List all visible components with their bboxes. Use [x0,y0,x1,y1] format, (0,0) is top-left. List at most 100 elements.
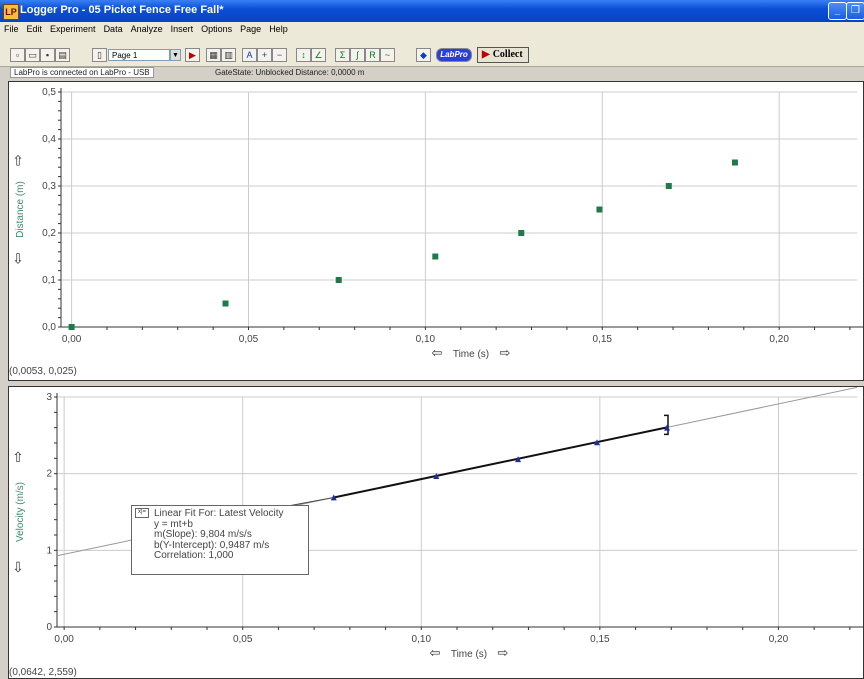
chevron-down-icon[interactable]: ▼ [170,49,181,61]
next-page-icon[interactable]: ▶ [185,48,200,62]
examine-icon[interactable]: ↕ [296,48,311,62]
y-tick-label: 0 [46,622,52,633]
logger-pro-icon[interactable]: LP [3,4,19,20]
fit-title: Linear Fit For: Latest Velocity [154,508,284,519]
x-tick-label: 0,20 [769,334,789,345]
x-tick-label: 0,00 [62,334,82,345]
page-select[interactable]: Page 1 [108,49,170,61]
menu-page[interactable]: Page [240,24,262,34]
gate-status: GateState: Unblocked Distance: 0,0000 m [215,68,365,77]
minimize-button[interactable]: _ [828,2,847,20]
x-tick-label: 0,00 [54,634,74,645]
y-tick-label: 0,2 [42,228,56,239]
y-tick-label: 1 [46,545,52,556]
arrow-down-icon: ⇩ [12,560,24,576]
data-point [731,159,738,166]
y-tick-label: 0,4 [42,134,56,145]
x-axis-label: Time (s) [453,349,489,360]
data-point [664,424,670,431]
autoscale-icon[interactable]: A [242,48,257,62]
meter-icon[interactable]: ▥ [221,48,236,62]
data-point [222,300,229,307]
integral-icon[interactable]: ∫ [350,48,365,62]
close-icon[interactable]: x|= [135,508,149,518]
menu-edit[interactable]: Edit [26,24,43,34]
menu-analyze[interactable]: Analyze [130,24,163,34]
sensor-setup-icon[interactable]: ◆ [416,48,431,62]
menu-help[interactable]: Help [269,24,288,34]
data-point [665,183,672,189]
curve-fit-icon[interactable]: ~ [380,48,395,62]
x-tick-label: 0,15 [593,334,613,345]
x-tick-label: 0,20 [769,634,789,645]
y-axis-label: Velocity (m/s) [15,482,26,542]
connection-status: LabPro is connected on LabPro - USB [10,67,154,78]
zoom-out-icon[interactable]: − [272,48,287,62]
linear-fit-box[interactable]: x|= Linear Fit For: Latest Velocity y = … [131,505,309,575]
x-tick-label: 0,15 [590,634,610,645]
restore-button[interactable]: ❐ [846,2,864,20]
save-icon[interactable]: ▪ [40,48,55,62]
fit-intercept: b(Y-Intercept): 0,9487 m/s [154,539,270,551]
zoom-in-icon[interactable]: + [257,48,272,62]
x-tick-label: 0,05 [239,334,259,345]
tangent-icon[interactable]: ∠ [311,48,326,62]
x-tick-label: 0,10 [412,634,432,645]
coordinate-readout: (0,0053, 0,025) [9,366,77,377]
collect-label: Collect [492,49,523,60]
menu-insert[interactable]: Insert [170,24,194,34]
collect-button[interactable]: ▶ Collect [477,47,529,63]
velocity-graph[interactable]: 0 1 2 3 0,00 0,05 0,10 0,15 0,20 ⇦ Time (s) ⇨ Veloci… [8,386,864,679]
toolbar: ▫ ▭ ▪ ▤ ▯ Page 1 ▼ ▶ ▦ ▥ A + − ↕ ∠ Σ ∫ R… [0,36,864,67]
data-point [432,253,439,260]
page-icon[interactable]: ▯ [92,48,107,62]
new-file-icon[interactable]: ▫ [10,48,25,62]
arrow-right-icon: ⇨ [498,646,509,661]
open-folder-icon[interactable]: ▭ [25,48,40,62]
y-tick-label: 0,3 [42,181,56,192]
fit-correlation: Correlation: 1,000 [154,550,234,561]
status-row: LabPro is connected on LabPro - USB Gate… [0,67,864,78]
y-tick-label: 0,5 [42,87,56,98]
menu-file[interactable]: File [4,24,19,34]
menu-bar: File Edit Experiment Data Analyze Insert Optio… [0,22,864,36]
data-point [68,324,75,330]
distance-chart[interactable]: 0,0 0,1 0,2 0,3 0,4 0,5 0,00 0,05 0,10 0,15 0,20 ⇦ T… [9,82,863,380]
fit-slope: m(Slope): 9,804 m/s/s [154,529,252,540]
arrow-up-icon: ⇧ [12,154,24,170]
fit-bracket-icon [664,414,669,436]
title-bar: LP Logger Pro - 05 Picket Fence Free Fal… [0,0,864,22]
y-tick-label: 3 [46,392,52,403]
labpro-button[interactable]: LabPro [436,48,472,62]
menu-experiment[interactable]: Experiment [50,24,96,34]
y-tick-label: 2 [46,469,52,480]
linear-fit-icon[interactable]: R [365,48,380,62]
data-point [335,277,342,283]
data-point [596,206,603,213]
arrow-right-icon: ⇨ [500,346,511,361]
y-axis-label: Distance (m) [15,181,26,238]
arrow-down-icon: ⇩ [12,252,24,268]
x-tick-label: 0,05 [233,634,253,645]
x-tick-label: 0,10 [416,334,436,345]
data-point [518,230,525,236]
distance-graph[interactable]: 0,0 0,1 0,2 0,3 0,4 0,5 0,00 0,05 0,10 0,15 0,20 ⇦ T… [8,81,864,381]
coordinate-readout: (0,0642, 2,559) [9,667,77,678]
x-axis-label: Time (s) [451,649,487,660]
data-point [433,472,440,479]
menu-data[interactable]: Data [103,24,123,34]
print-icon[interactable]: ▤ [55,48,70,62]
data-point [330,494,337,501]
arrow-left-icon: ⇦ [432,346,443,361]
arrow-up-icon: ⇧ [12,450,24,466]
statistics-icon[interactable]: Σ [335,48,350,62]
window-title: Logger Pro - 05 Picket Fence Free Fall* [20,4,224,16]
table-icon[interactable]: ▦ [206,48,221,62]
play-icon: ▶ [482,49,490,60]
arrow-left-icon: ⇦ [430,646,441,661]
fit-equation: y = mt+b [154,518,193,530]
menu-options[interactable]: Options [201,24,233,34]
fit-line [333,426,668,499]
y-tick-label: 0,0 [42,322,56,333]
y-tick-label: 0,1 [42,275,56,286]
